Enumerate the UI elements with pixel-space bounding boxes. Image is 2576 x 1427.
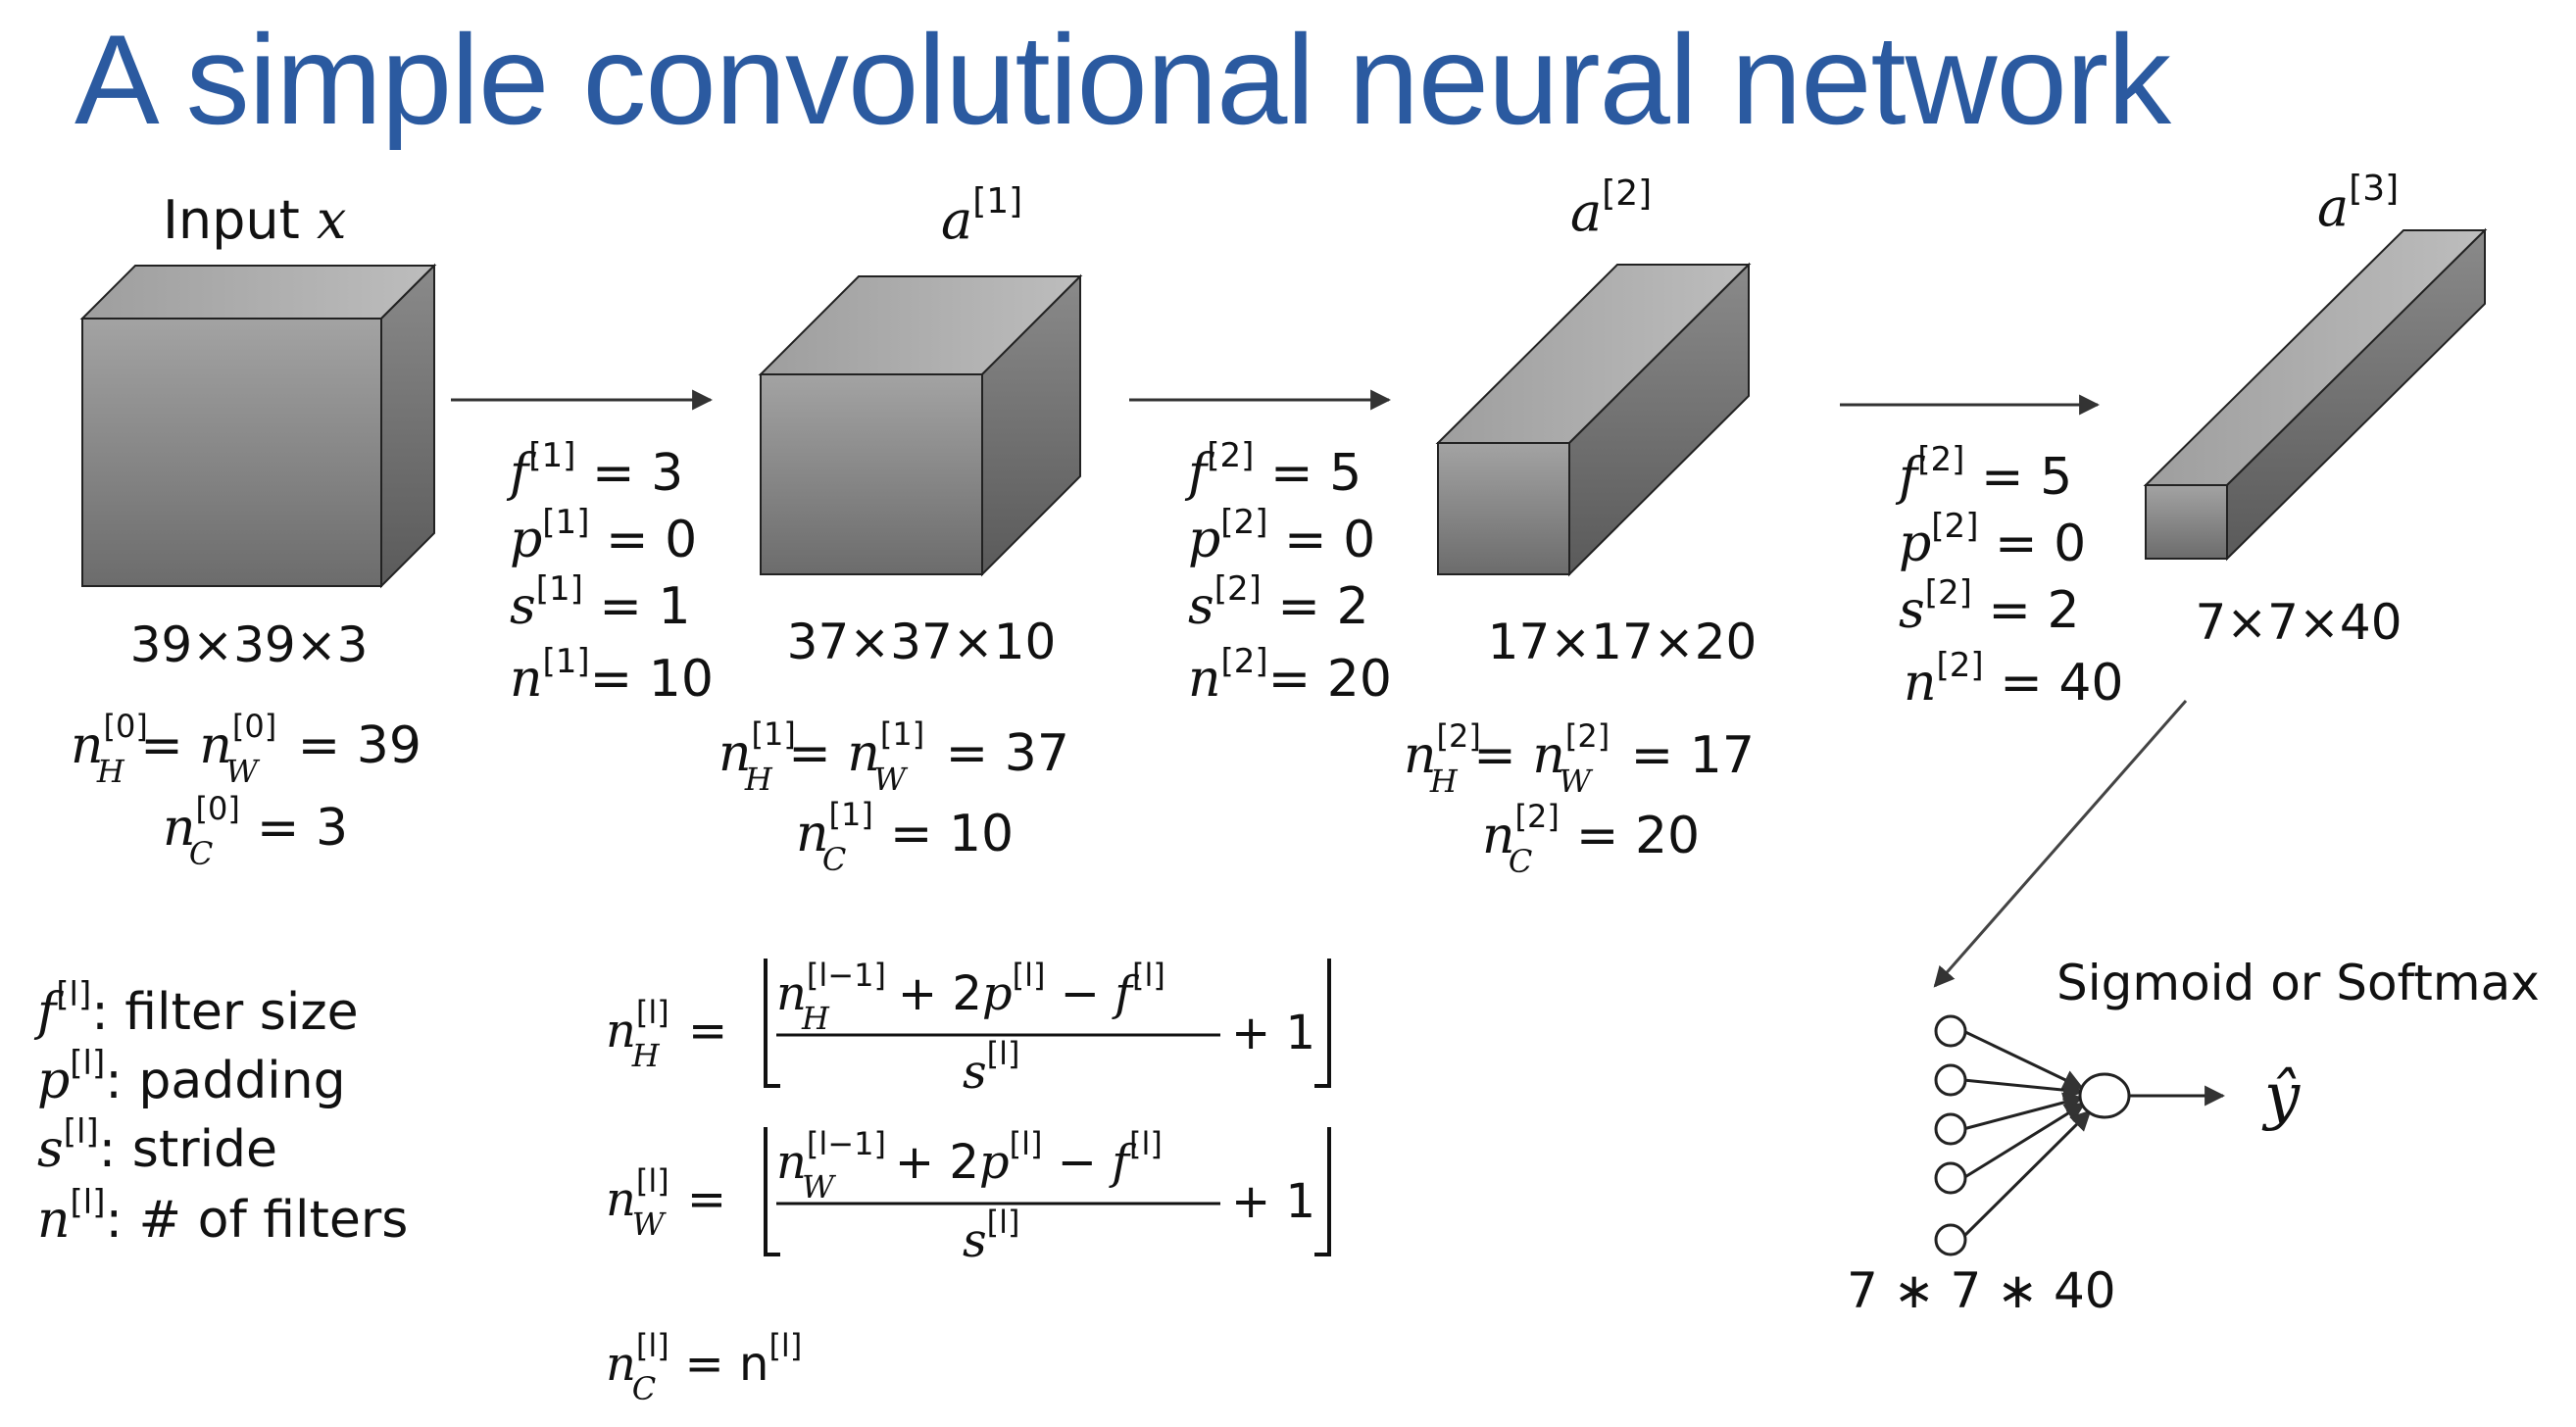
formula-nw-plus-one: + 1 bbox=[1231, 1174, 1315, 1229]
hp-f: f[2] = 5 bbox=[1895, 440, 2072, 507]
activation-volume-2 bbox=[1435, 262, 1752, 577]
input-node bbox=[1934, 1063, 1967, 1097]
cube-side bbox=[2226, 227, 2486, 562]
legend-filter-size: f[l]: filter size bbox=[33, 975, 359, 1042]
nc-eq-2: n[2] C = 20 bbox=[1482, 798, 1700, 880]
input-volume bbox=[79, 263, 437, 589]
layer-label-input: Input x bbox=[163, 189, 346, 251]
flatten-size-label: 7 ∗ 7 ∗ 40 bbox=[1847, 1262, 2116, 1319]
edge bbox=[1962, 1102, 2086, 1180]
dims-a2: 17×17×20 bbox=[1488, 614, 1758, 670]
nhw-eq-1: n[1] H = n[1] W = 37 bbox=[718, 715, 1069, 798]
nc-eq-0: n[0] C = 3 bbox=[163, 790, 348, 872]
formula-nh: n[l] H = n[l−1] H + 2p[l] − f[l] s[l] + 1 bbox=[606, 957, 1331, 1100]
hp-f: f[2] = 5 bbox=[1184, 436, 1362, 503]
activation-volume-1 bbox=[758, 273, 1083, 577]
edge bbox=[1962, 1078, 2085, 1101]
cube-front bbox=[1437, 442, 1570, 575]
edge bbox=[1962, 1029, 2084, 1090]
hp-s: s[2] = 2 bbox=[1188, 569, 1369, 636]
hp-p: p[2] = 0 bbox=[1899, 507, 2086, 573]
notation-legend: f[l]: filter size p[l]: padding s[l]: st… bbox=[33, 975, 408, 1250]
hyperparams-layer-3: f[2] = 5 p[2] = 0 s[2] = 2 n[2] = 40 bbox=[1895, 440, 2123, 713]
input-node bbox=[1934, 1161, 1967, 1195]
cube-top bbox=[79, 265, 437, 320]
formula-nc: n[l] C = n[l] bbox=[606, 1327, 802, 1407]
dims-a1: 37×37×10 bbox=[787, 614, 1057, 670]
activation-label: Sigmoid or Softmax bbox=[2056, 955, 2540, 1011]
input-node bbox=[1934, 1223, 1967, 1256]
cube-side bbox=[981, 273, 1081, 577]
hp-p: p[1] = 0 bbox=[510, 503, 697, 569]
hp-s: s[1] = 1 bbox=[510, 569, 691, 636]
cube-side bbox=[1568, 262, 1750, 577]
output-neuron-graph bbox=[1934, 1014, 2226, 1256]
hp-p: p[2] = 0 bbox=[1188, 503, 1375, 569]
slide-title: A simple convolutional neural network bbox=[74, 8, 2171, 151]
formula-nh-lhs: n[l] H = bbox=[606, 994, 727, 1074]
activation-volume-3 bbox=[2143, 227, 2488, 562]
cube-front bbox=[81, 318, 382, 587]
formula-nw-numerator: n[l−1] W + 2p[l] − f[l] bbox=[776, 1125, 1163, 1206]
dims-a3: 7×7×40 bbox=[2195, 594, 2402, 651]
prediction-y-hat: ŷ bbox=[2261, 1060, 2301, 1133]
formula-nw: n[l] W = n[l−1] W + 2p[l] − f[l] s[l] + 1 bbox=[606, 1125, 1331, 1268]
nhw-eq-0: n[0] H = n[0] W = 39 bbox=[71, 708, 421, 790]
formula-nh-denominator: s[l] bbox=[963, 1035, 1020, 1100]
layer-label-a2: a[2] bbox=[1570, 173, 1652, 243]
formula-nw-lhs: n[l] W = bbox=[606, 1162, 726, 1243]
legend-num-filters: n[l]: # of filters bbox=[37, 1183, 408, 1250]
hyperparams-layer-1: f[1] = 3 p[1] = 0 s[1] = 1 n[1]= 10 bbox=[506, 436, 714, 709]
hp-n: n[2]= 20 bbox=[1188, 642, 1392, 709]
flatten-arrow bbox=[1933, 700, 2188, 988]
dims-input: 39×39×3 bbox=[130, 616, 369, 673]
cube-front bbox=[2145, 484, 2228, 560]
nc-eq-1: n[1] C = 10 bbox=[796, 796, 1014, 878]
edge bbox=[1962, 1092, 2085, 1131]
hp-s: s[2] = 2 bbox=[1899, 573, 2080, 640]
legend-padding: p[l]: padding bbox=[37, 1044, 346, 1110]
hyperparams-layer-2: f[2] = 5 p[2] = 0 s[2] = 2 n[2]= 20 bbox=[1184, 436, 1392, 709]
cube-front bbox=[760, 373, 983, 575]
formula-nh-numerator: n[l−1] H + 2p[l] − f[l] bbox=[776, 957, 1165, 1037]
hp-f: f[1] = 3 bbox=[506, 436, 683, 503]
layer-label-a1: a[1] bbox=[941, 181, 1022, 251]
edge bbox=[1961, 1109, 2092, 1239]
legend-stride: s[l]: stride bbox=[37, 1112, 277, 1179]
input-node bbox=[1934, 1014, 1967, 1048]
hp-n: n[1]= 10 bbox=[510, 642, 714, 709]
nhw-eq-2: n[2] H = n[2] W = 17 bbox=[1404, 717, 1755, 800]
cube-side bbox=[380, 263, 435, 589]
formula-nw-denominator: s[l] bbox=[963, 1204, 1020, 1268]
layer-label-a3: a[3] bbox=[2317, 169, 2399, 238]
input-node bbox=[1934, 1112, 1967, 1146]
formula-nh-plus-one: + 1 bbox=[1231, 1006, 1315, 1060]
output-node bbox=[2078, 1072, 2131, 1119]
hp-n: n[2] = 40 bbox=[1904, 646, 2123, 713]
